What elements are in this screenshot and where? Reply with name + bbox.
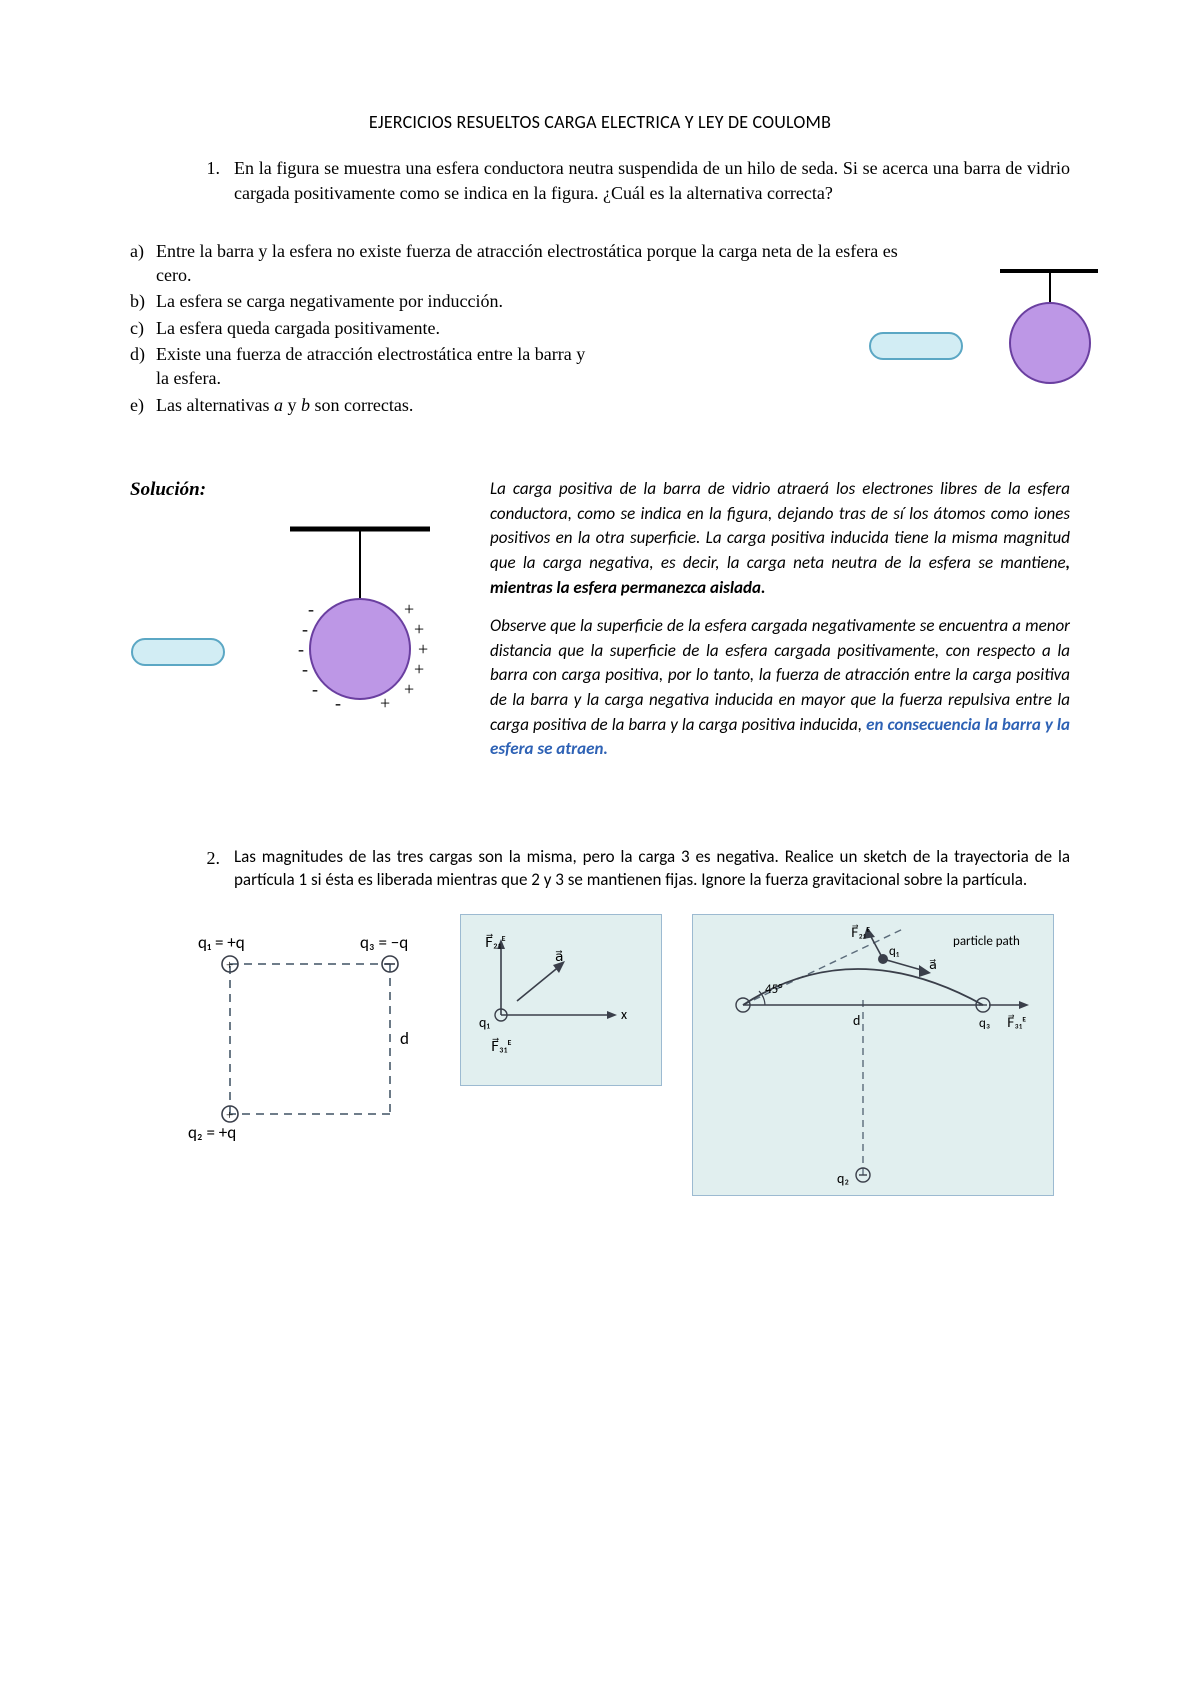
svg-text:F⃗₃₁ᴱ: F⃗₃₁ᴱ: [491, 1037, 512, 1055]
question-1: 1. En la figura se muestra una esfera co…: [130, 156, 1070, 205]
svg-text:-: -: [312, 679, 318, 699]
q2-figures: + + q₁ = +q q₃ = −q q₂ = +q d: [130, 914, 1070, 1196]
solution-heading: Solución:: [130, 477, 450, 503]
svg-text:a⃗: a⃗: [929, 958, 937, 973]
option-b: b) La esfera se carga negativamente por …: [130, 289, 910, 313]
q2-number: 2.: [180, 846, 234, 892]
solution-paragraph-2: Observe que la superficie de la esfera c…: [490, 614, 1070, 762]
option-e: e) Las alternativas a y b son correctas.: [130, 393, 910, 417]
svg-text:a⃗: a⃗: [555, 948, 564, 965]
svg-text:q₁ = +q: q₁ = +q: [198, 932, 245, 953]
option-c: c) La esfera queda cargada positivamente…: [130, 316, 910, 340]
svg-text:+: +: [380, 693, 390, 713]
svg-text:-: -: [302, 659, 308, 679]
option-d: d) Existe una fuerza de atracción electr…: [130, 342, 910, 391]
svg-text:d: d: [400, 1028, 409, 1049]
svg-text:+: +: [226, 1107, 233, 1122]
svg-text:q₃: q₃: [979, 1016, 990, 1031]
svg-text:q₃ = −q: q₃ = −q: [360, 932, 408, 953]
svg-text:+: +: [226, 957, 233, 972]
svg-text:-: -: [302, 619, 308, 639]
solution-figure-column: Solución: - - - - - - + + +: [130, 477, 450, 743]
svg-text:-: -: [298, 639, 304, 659]
solution-block: Solución: - - - - - - + + +: [130, 477, 1070, 776]
svg-text:-: -: [335, 693, 341, 713]
figure-three-charges: + + q₁ = +q q₃ = −q q₂ = +q d: [170, 914, 430, 1164]
svg-text:q₂: q₂: [837, 1170, 849, 1187]
option-e-text: Las alternativas a y b son correctas.: [156, 393, 910, 417]
svg-text:+: +: [404, 599, 414, 619]
figure-induced-charges: - - - - - - + + + + + +: [130, 523, 450, 743]
q1-number: 1.: [180, 156, 234, 205]
svg-text:+: +: [414, 659, 424, 679]
option-a: a) Entre la barra y la esfera no existe …: [130, 239, 910, 288]
svg-text:+: +: [414, 619, 424, 639]
svg-text:45°: 45°: [765, 982, 783, 997]
page-title: EJERCICIOS RESUELTOS CARGA ELECTRICA Y L…: [130, 110, 1070, 134]
solution-text: La carga positiva de la barra de vidrio …: [490, 477, 1070, 776]
q1-text: En la figura se muestra una esfera condu…: [234, 156, 1070, 205]
page: EJERCICIOS RESUELTOS CARGA ELECTRICA Y L…: [0, 0, 1200, 1697]
figure-rod-sphere: [850, 265, 1100, 395]
figure-force-diagram: F⃗₂₁ᴱ a⃗ x q₁ F⃗₃₁ᴱ: [460, 914, 662, 1086]
q2-text: Las magnitudes de las tres cargas son la…: [234, 846, 1070, 892]
svg-text:q₂ = +q: q₂ = +q: [188, 1122, 236, 1143]
figure-particle-path: 45° F⃗₂₁ᴱ particle path q₁ a⃗ d q₃ F⃗₃₁ᴱ…: [692, 914, 1054, 1196]
svg-text:-: -: [308, 599, 314, 619]
question-2: 2. Las magnitudes de las tres cargas son…: [130, 846, 1070, 892]
q1-options: a) Entre la barra y la esfera no existe …: [130, 239, 910, 417]
svg-text:particle path: particle path: [953, 934, 1020, 949]
svg-text:q₁: q₁: [889, 944, 900, 959]
svg-text:x: x: [621, 1006, 627, 1023]
svg-text:F⃗₂₁ᴱ: F⃗₂₁ᴱ: [485, 933, 506, 951]
svg-text:+: +: [418, 639, 428, 659]
svg-text:F⃗₃₁ᴱ: F⃗₃₁ᴱ: [1007, 1015, 1026, 1031]
solution-paragraph-1: La carga positiva de la barra de vidrio …: [490, 477, 1070, 600]
svg-text:+: +: [404, 679, 414, 699]
svg-text:d: d: [853, 1012, 860, 1029]
svg-text:F⃗₂₁ᴱ: F⃗₂₁ᴱ: [851, 925, 870, 941]
svg-text:q₁: q₁: [479, 1014, 490, 1031]
